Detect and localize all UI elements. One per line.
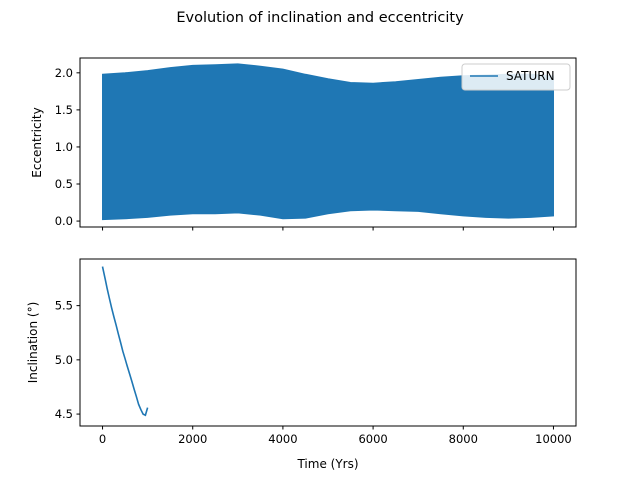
eccentricity-series-band [102,63,554,221]
eccentricity-axes-frame [79,57,577,228]
inclination-axes-frame [79,258,577,427]
ecc-ytick-label: 0.5 [55,177,73,191]
inc-ytick-label: 5.5 [55,299,73,313]
inclination-axes: 4.5 5.0 5.5 0 2000 4000 6000 8000 10000 Inclina… [26,258,577,471]
inclination-ylabel: Inclination (°) [26,302,40,384]
ecc-ytick-label: 1.5 [55,103,73,117]
ecc-ytick-label: 0.0 [55,214,73,228]
legend-label-saturn: SATURN [506,69,555,83]
ecc-ytick-label: 2.0 [55,66,73,80]
inclination-series-line [101,266,149,417]
chart-title: Evolution of inclination and eccentricit… [176,10,464,26]
eccentricity-axes: 0.0 0.5 1.0 1.5 2.0 Eccentricity SATURN [30,57,577,231]
eccentricity-y-ticks: 0.0 0.5 1.0 1.5 2.0 [55,66,80,228]
xtick-label: 2000 [178,432,207,446]
inclination-x-ticks: 0 2000 4000 6000 8000 10000 [99,426,572,446]
inc-ytick-label: 5.0 [55,353,73,367]
legend: SATURN [461,63,571,91]
inclination-y-ticks: 4.5 5.0 5.5 [55,299,80,421]
legend-box [461,63,571,91]
eccentricity-x-ticks [102,227,554,231]
xtick-label: 4000 [268,432,297,446]
x-axis-label: Time (Yrs) [296,457,358,471]
xtick-label: 0 [99,432,106,446]
xtick-label: 8000 [449,432,478,446]
ecc-ytick-label: 1.0 [55,140,73,154]
inc-ytick-label: 4.5 [55,407,73,421]
eccentricity-ylabel: Eccentricity [30,107,44,177]
xtick-label: 10000 [535,432,572,446]
xtick-label: 6000 [358,432,387,446]
